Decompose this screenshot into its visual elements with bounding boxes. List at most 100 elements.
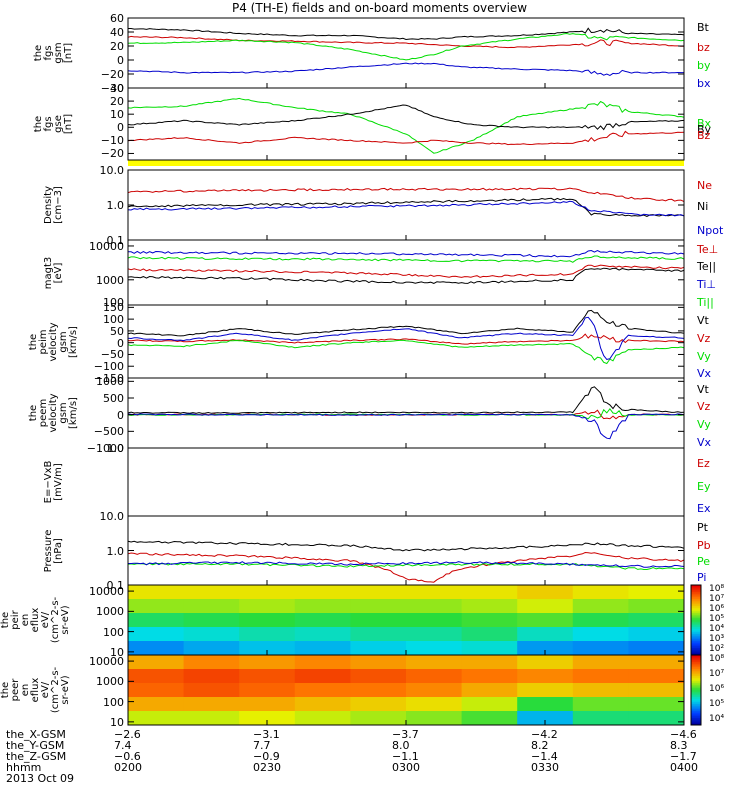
series-peim_velocity-3 [127, 316, 685, 360]
heatmap-cell [350, 669, 407, 684]
series-peim_velocity-0 [127, 309, 685, 337]
heatmap-cell [239, 613, 296, 628]
heatmap-cell [461, 585, 518, 600]
heatmap-cell [517, 711, 574, 726]
colorbar-cell [691, 651, 701, 654]
colorbar-cell [691, 595, 701, 598]
colorbar-cell [691, 676, 701, 679]
heatmap-cell [183, 627, 240, 642]
heatmap-cell [128, 683, 185, 698]
series-pressure-0 [127, 540, 685, 552]
colorbar-cell [691, 714, 701, 717]
colorbar-cell [691, 625, 701, 628]
heatmap-cell [572, 711, 629, 726]
colorbar-cell [691, 697, 701, 700]
colorbar-cell [691, 683, 701, 686]
series-peem_velocity-3 [127, 413, 685, 440]
heatmap-cell [350, 641, 407, 656]
colorbar-cell [691, 639, 701, 642]
heatmap-cell [572, 683, 629, 698]
colorbar-cell [691, 702, 701, 705]
heatmap-cell [406, 585, 463, 600]
heatmap-cell [572, 697, 629, 712]
heatmap-cell [628, 613, 685, 628]
colorbar-cell [691, 669, 701, 672]
heatmap-cell [294, 627, 351, 642]
heatmap-cell [350, 655, 407, 670]
heatmap-cell [183, 697, 240, 712]
heatmap-cell [461, 683, 518, 698]
panel-frame-fgs_gse [127, 87, 685, 161]
heatmap-cell [183, 641, 240, 656]
heatmap-cell [128, 585, 185, 600]
series-temperature-2 [127, 249, 685, 258]
heatmap-cell [517, 655, 574, 670]
series-fgs_gse-2 [127, 130, 685, 146]
colorbar-cell [691, 586, 701, 589]
colorbar-cell [691, 637, 701, 640]
colorbar-cell [691, 614, 701, 617]
heatmap-cell [517, 669, 574, 684]
heatmap-cell [406, 683, 463, 698]
heatmap-cell [517, 599, 574, 614]
heatmap-cell [461, 641, 518, 656]
colorbar-cell [691, 658, 701, 661]
series-density-0 [127, 187, 685, 203]
panel-frame-pressure [127, 515, 685, 586]
colorbar-cell [691, 593, 701, 596]
colorbar-cell [691, 667, 701, 670]
colorbar-cell [691, 585, 701, 588]
heatmap-cell [294, 697, 351, 712]
series-temperature-3 [127, 255, 685, 263]
heatmap-cell [294, 711, 351, 726]
colorbar-cell [691, 646, 701, 649]
series-peim_velocity-1 [127, 333, 685, 345]
colorbar-cell [691, 644, 701, 647]
heatmap-cell [628, 641, 685, 656]
series-fgs_gsm-3 [127, 62, 684, 76]
colorbar-cell [691, 600, 701, 603]
colorbar-cell [691, 602, 701, 605]
heatmap-cell [461, 669, 518, 684]
heatmap-cell [350, 683, 407, 698]
colorbar-cell [691, 709, 701, 712]
colorbar-cell [691, 599, 701, 602]
colorbar-cell [691, 665, 701, 668]
heatmap-cell [461, 627, 518, 642]
series-temperature-1 [127, 267, 685, 284]
colorbar-cell [691, 613, 701, 616]
colorbar-frame [690, 654, 702, 726]
colorbar-cell [691, 674, 701, 677]
colorbar-cell [691, 679, 701, 682]
heatmap-cell [239, 627, 296, 642]
colorbar-cell [691, 588, 701, 591]
series-fgs_gsm-0 [128, 27, 685, 41]
colorbar-cell [691, 606, 701, 609]
heatmap-cell [128, 627, 185, 642]
heatmap-cell [294, 641, 351, 656]
heatmap-cell [294, 585, 351, 600]
colorbar-cell [691, 690, 701, 693]
heatmap-cell [239, 683, 296, 698]
colorbar-cell [691, 642, 701, 645]
colorbar-cell [691, 672, 701, 675]
colorbar-cell [691, 627, 701, 630]
heatmap-cell [572, 613, 629, 628]
heatmap-cell [572, 669, 629, 684]
colorbar-cell [691, 704, 701, 707]
yellow-band [128, 160, 684, 166]
heatmap-cell [128, 711, 185, 726]
colorbar-cell [691, 688, 701, 691]
heatmap-cell [628, 627, 685, 642]
heatmap-cell [294, 613, 351, 628]
heatmap-cell [461, 599, 518, 614]
heatmap-cell [239, 641, 296, 656]
heatmap-cell [350, 711, 407, 726]
heatmap-cell [294, 655, 351, 670]
colorbar-cell [691, 662, 701, 665]
heatmap-cell [350, 585, 407, 600]
colorbar-cell [691, 721, 701, 724]
colorbar-cell [691, 621, 701, 624]
series-fgs_gsm-2 [127, 32, 685, 61]
